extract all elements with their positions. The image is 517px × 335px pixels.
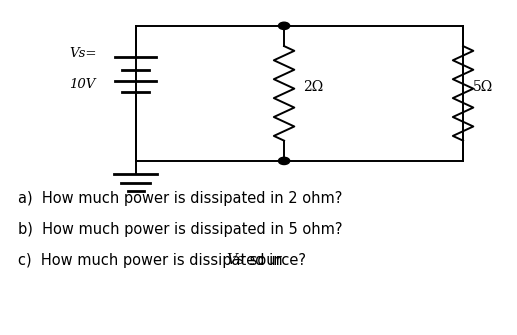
Text: 2Ω: 2Ω xyxy=(303,80,324,94)
Text: Vs=: Vs= xyxy=(69,47,97,60)
Circle shape xyxy=(279,22,290,29)
Text: source?: source? xyxy=(245,253,306,268)
Text: Vs: Vs xyxy=(226,253,244,267)
Text: a)  How much power is dissipated in 2 ohm?: a) How much power is dissipated in 2 ohm… xyxy=(18,191,342,206)
Circle shape xyxy=(279,157,290,164)
Text: 5Ω: 5Ω xyxy=(473,80,494,94)
Text: b)  How much power is dissipated in 5 ohm?: b) How much power is dissipated in 5 ohm… xyxy=(18,222,343,237)
Text: 10V: 10V xyxy=(69,78,96,91)
Text: c)  How much power is dissipated in: c) How much power is dissipated in xyxy=(18,253,287,268)
